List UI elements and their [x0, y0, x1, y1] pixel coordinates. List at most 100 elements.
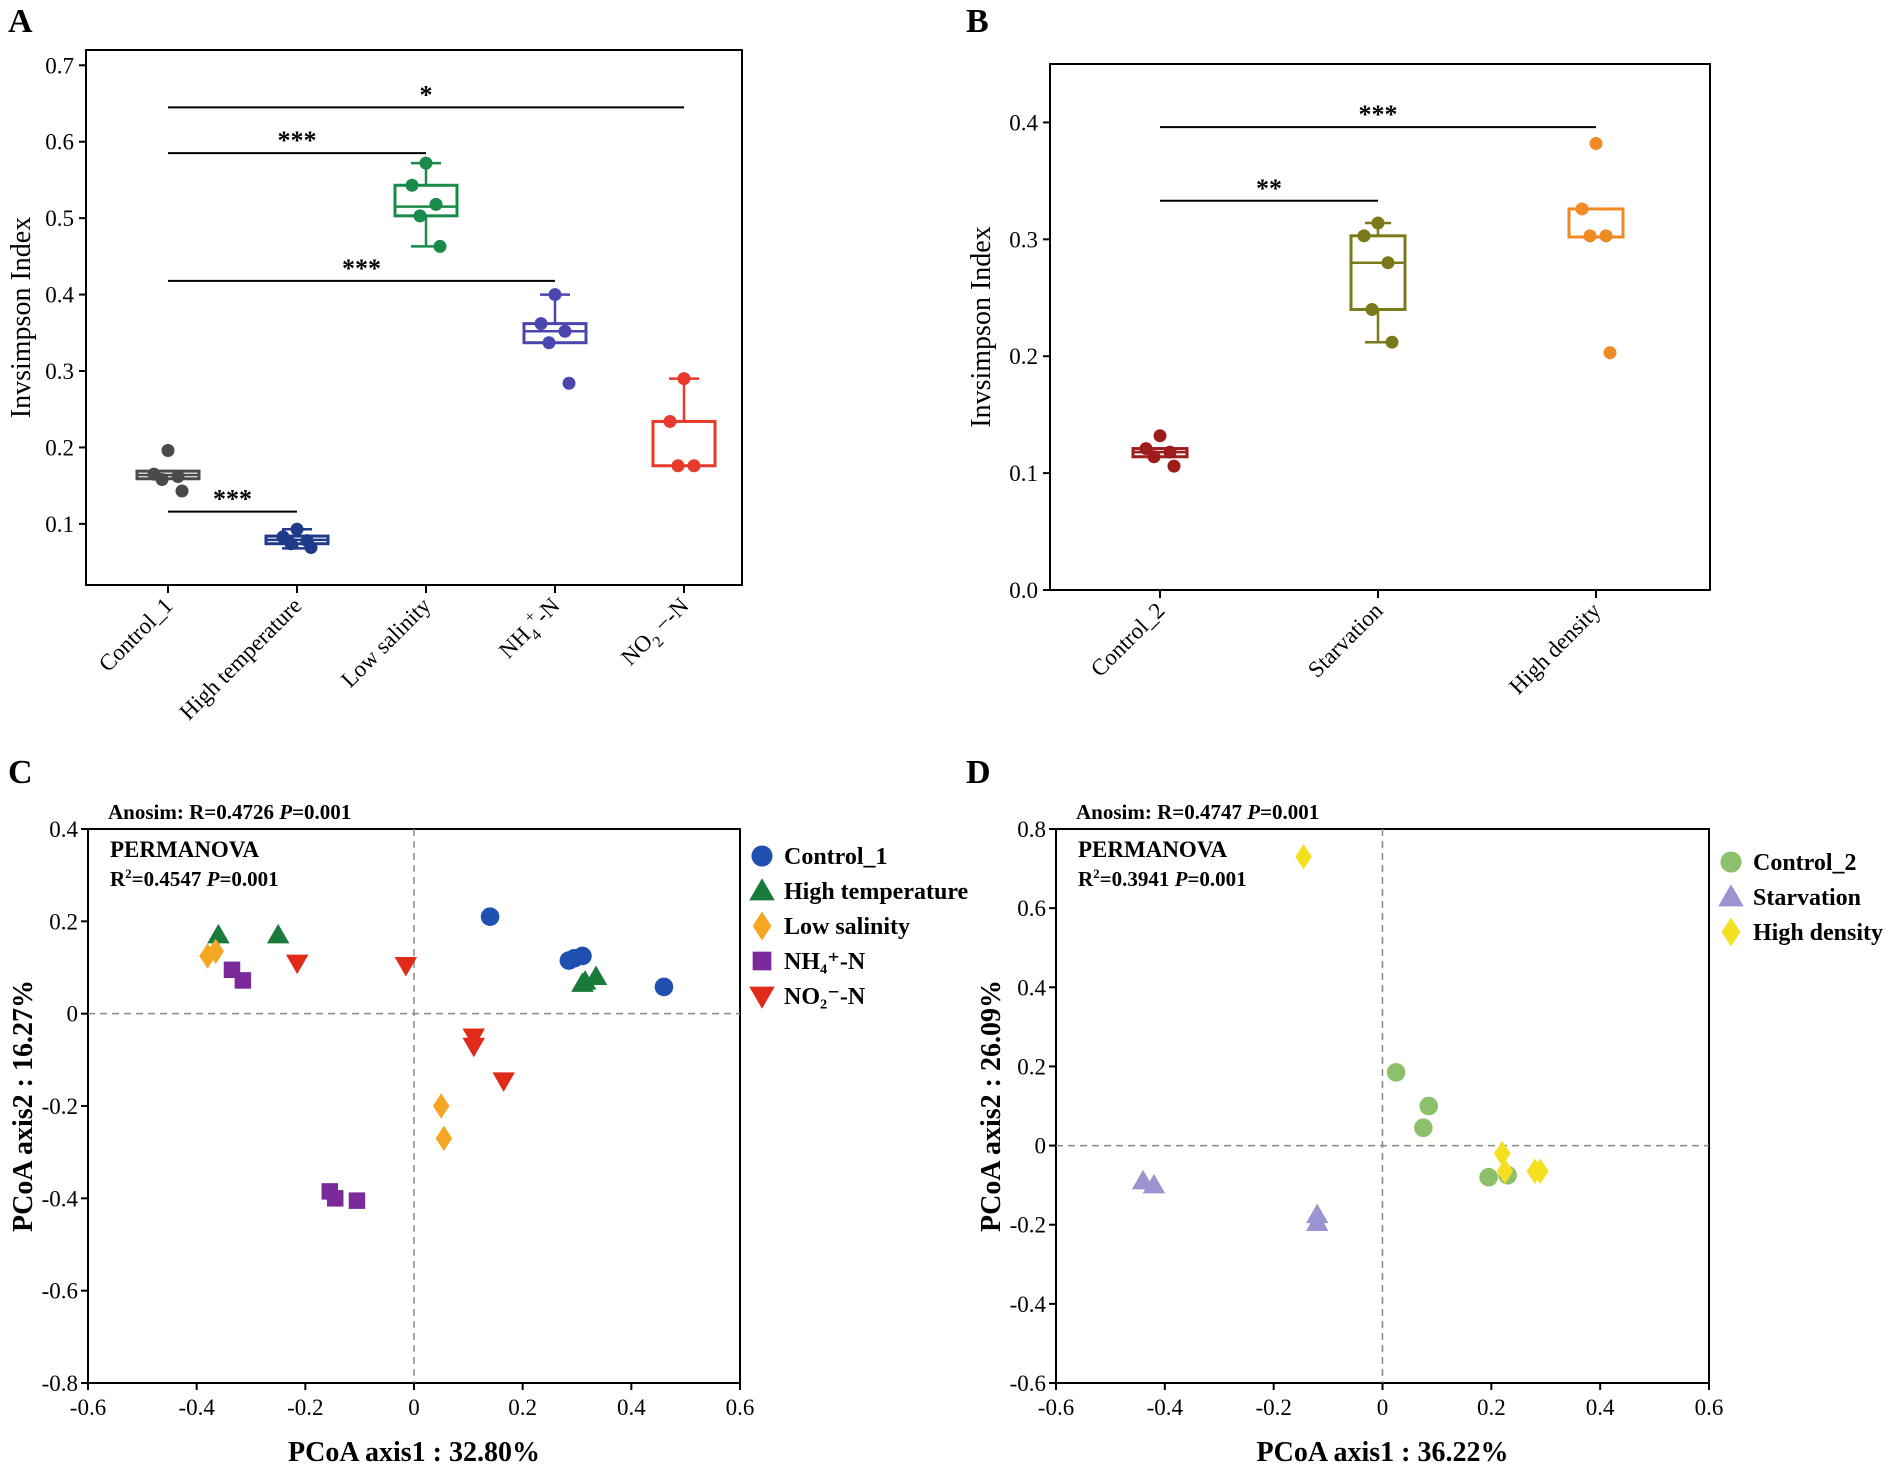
panel-c-legend-marker-nh4-n — [752, 951, 772, 971]
panel-c-legend-label-control-1: Control_1 — [784, 844, 888, 870]
panel-a-control-1-point-0 — [161, 443, 175, 457]
panel-a-high-temperature-point-3 — [284, 537, 298, 551]
panel-d-anosim-label: Anosim: R=0.4747 P=0.001 — [1076, 800, 1319, 824]
panel-b-high-density-point-3 — [1583, 229, 1597, 243]
panel-c-ytick-label-3: -0.2 — [42, 1094, 78, 1119]
panel-c-high-temperature-point-4 — [584, 965, 608, 985]
panel-a-nh4-n-point-0 — [548, 288, 562, 302]
panel-c-legend-label-no2-n: NO₂⁻-N — [784, 984, 866, 1010]
panel-c-ytick-label-5: 0.2 — [49, 909, 78, 934]
panel-d-permanova-stats: R2=0.3941 P=0.001 — [1078, 866, 1247, 891]
panel-d-high-density-ellipse — [1315, 848, 1646, 1284]
panel-c-low-salinity-point-3 — [435, 1125, 453, 1152]
panel-a-nh4-n-point-3 — [542, 336, 556, 350]
panel-c-legend-marker-no2-n — [749, 986, 775, 1009]
panel-c-control-1-point-4 — [654, 977, 674, 997]
panel-a-control-1-point-4 — [175, 484, 189, 498]
panel-c-nh4-n-point-1 — [234, 972, 252, 989]
panel-a-low-salinity-label: Low salinity — [336, 593, 436, 693]
panel-d-legend-marker-control-2 — [1720, 851, 1742, 873]
panel-d-control-2-point-2 — [1414, 1118, 1433, 1138]
panel-c-low-salinity-point-1 — [207, 938, 224, 965]
panel-a-no2-n-box — [651, 419, 717, 468]
panel-c-ylabel: PCoA axis2 : 16.27% — [8, 980, 39, 1232]
panel-d-starvation-point-3 — [1305, 1211, 1329, 1231]
panel-d-ytick-label-4: 0.2 — [1017, 1054, 1046, 1079]
panel-b-high-density-point-4 — [1603, 346, 1617, 360]
panel-a-nh4-n-box — [522, 322, 588, 345]
panel-c-high-temperature-ellipse — [115, 910, 712, 1026]
panel-c-xtick-label-5: 0.4 — [617, 1395, 646, 1420]
panel-d-xtick-label-5: 0.4 — [1586, 1395, 1615, 1420]
panel-b-high-density-point-2 — [1599, 229, 1613, 243]
panel-d-ylabel: PCoA axis2 : 26.09% — [976, 980, 1007, 1232]
panel-b-high-density-label: High density — [1504, 598, 1606, 700]
panel-a-no2-n-label: NO2 −-N — [616, 593, 698, 675]
panel-c-xtick-label-6: 0.6 — [726, 1395, 755, 1420]
panel-a-nh4-n-point-2 — [558, 324, 572, 338]
panel-d-xtick-label-6: 0.6 — [1695, 1395, 1724, 1420]
panel-c-ytick-label-0: -0.8 — [42, 1371, 78, 1396]
panel-a-sig-label-1: *** — [278, 126, 317, 155]
panel-c-legend-label-nh4-n: NH₄⁺-N — [784, 949, 866, 975]
panel-b-starvation-point-0 — [1371, 216, 1385, 230]
panel-a-control-1-label: Control_1 — [94, 593, 178, 677]
panel-a-ylabel: Invsimpson Index — [6, 217, 37, 418]
panel-d-xlabel: PCoA axis1 : 36.22% — [1257, 1437, 1509, 1468]
panel-c-high-temperature-point-1 — [266, 923, 290, 944]
panel-a-ytick-label-6: 0.7 — [45, 53, 74, 78]
panel-c-xtick-label-1: -0.4 — [178, 1395, 215, 1420]
panel-a-control-1-point-2 — [171, 469, 185, 483]
panel-c-legend-label-low-salinity: Low salinity — [784, 914, 910, 940]
panel-d-legend-label-starvation: Starvation — [1753, 885, 1861, 911]
panel-a-high-temperature-label: High temperature — [175, 593, 307, 725]
panel-d-ytick-label-7: 0.8 — [1017, 817, 1046, 842]
panel-b-starvation-box — [1349, 234, 1407, 311]
panel-d-control-2-ellipse — [1358, 1049, 1549, 1195]
panel-letter-a: A — [8, 3, 33, 40]
panel-b-control-2-point-2 — [1163, 445, 1177, 459]
panel-c-no2-n-point-1 — [394, 956, 418, 977]
panel-c-nh4-n-ellipse — [169, 922, 441, 1290]
panel-a-low-salinity-point-1 — [405, 178, 419, 192]
panel-b-control-2-point-4 — [1167, 459, 1181, 473]
panel-a-ytick-label-4: 0.5 — [45, 206, 74, 231]
panel-c-ytick-label-2: -0.4 — [42, 1186, 79, 1211]
panel-d-ytick-label-2: -0.2 — [1010, 1213, 1046, 1238]
panel-d-permanova-title: PERMANOVA — [1078, 837, 1227, 862]
panel-a-ytick-label-3: 0.4 — [45, 283, 74, 308]
panel-c-legend-label-high-temperature: High temperature — [784, 879, 969, 905]
panel-d-xtick-label-3: 0 — [1377, 1395, 1389, 1420]
panel-b-boxplot: 0.0 0.1 0.2 0.3 0.4 Invsimpson Index Control_2… — [966, 63, 1711, 700]
panel-d-control-2-point-0 — [1386, 1063, 1406, 1082]
panel-a-sig-label-0: * — [420, 80, 433, 109]
panel-b-ytick-label-4: 0.4 — [1009, 110, 1038, 135]
panel-a-high-temperature-point-4 — [304, 541, 318, 555]
panel-a-low-salinity-point-2 — [429, 197, 443, 211]
panel-d-ytick-label-6: 0.6 — [1017, 896, 1046, 921]
panel-a-sig-label-3: *** — [213, 485, 252, 514]
panel-a-low-salinity-point-4 — [433, 239, 447, 253]
panel-c-permanova-stats: R2=0.4547 P=0.001 — [110, 866, 279, 891]
panel-c-no2-n-point-0 — [285, 954, 309, 975]
panel-a-no2-n-point-1 — [663, 414, 677, 428]
panel-a-low-salinity-point-3 — [413, 209, 427, 223]
panel-b-ytick-label-3: 0.3 — [1009, 227, 1038, 252]
panel-c-xlabel: PCoA axis1 : 32.80% — [288, 1437, 540, 1468]
panel-d-xtick-label-2: -0.2 — [1255, 1395, 1291, 1420]
panel-b-ytick-label-1: 0.1 — [1009, 461, 1038, 486]
panel-b-control-2-label: Control_2 — [1086, 598, 1170, 682]
panel-a-ytick-label-0: 0.1 — [45, 512, 74, 537]
panel-c-no2-n-point-4 — [492, 1072, 515, 1092]
panel-b-frame — [1049, 63, 1711, 591]
panel-c-xtick-label-3: 0 — [408, 1395, 420, 1420]
panel-d-xtick-label-0: -0.6 — [1038, 1395, 1074, 1420]
panel-c-anosim-label: Anosim: R=0.4726 P=0.001 — [108, 800, 351, 824]
panel-c-low-salinity-point-2 — [432, 1093, 450, 1119]
panel-c-permanova-title: PERMANOVA — [110, 837, 259, 862]
panel-a-no2-n-point-3 — [671, 459, 685, 473]
panel-c-ytick-label-1: -0.6 — [42, 1279, 78, 1304]
panel-b-control-2-point-0 — [1153, 429, 1167, 443]
panel-d-legend-marker-starvation — [1718, 884, 1744, 907]
